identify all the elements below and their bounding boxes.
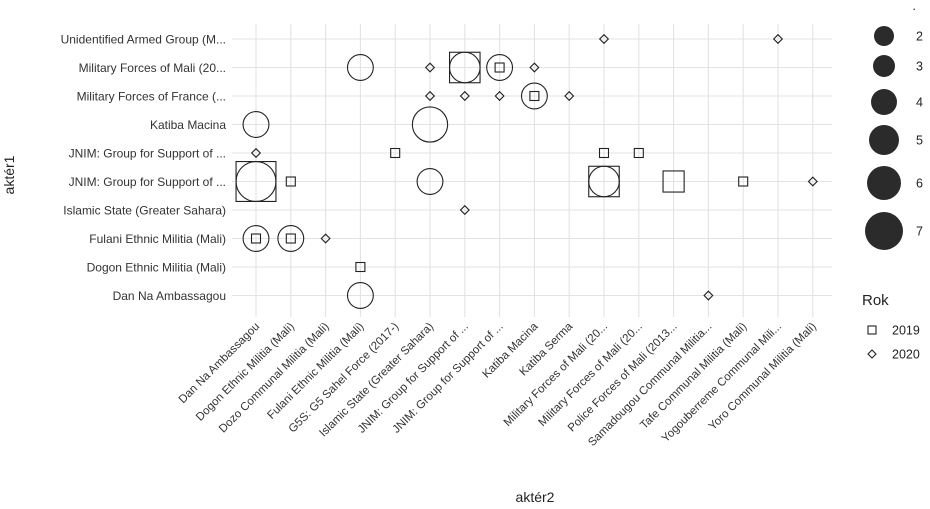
y-tick-label: Dogon Ethnic Militia (Mali)	[87, 261, 226, 275]
point-2019	[738, 176, 749, 187]
y-axis-tick-labels: Unidentified Armed Group (M... Military F…	[61, 33, 227, 304]
point-2020	[529, 62, 540, 73]
y-tick-label: Dan Na Ambassagou	[113, 289, 226, 303]
point-2020	[346, 282, 374, 309]
point-2020	[703, 290, 714, 301]
y-axis-title: aktér1	[1, 155, 17, 194]
y-tick-label: Fulani Ethnic Militia (Mali)	[89, 232, 226, 246]
x-axis-title: aktér2	[516, 489, 555, 505]
y-tick-label: Unidentified Armed Group (M...	[61, 33, 226, 47]
size-legend-label: 2	[916, 30, 923, 44]
point-2019	[494, 62, 505, 73]
point-2019	[285, 176, 296, 187]
shape-legend: Rok 2019 2020	[862, 292, 920, 362]
y-tick-label: JNIM: Group for Support of ...	[69, 175, 226, 189]
point-2019	[250, 233, 262, 244]
point-2020	[459, 204, 470, 216]
size-legend-label: 5	[916, 134, 923, 148]
point-2020	[772, 33, 784, 45]
size-legend-key	[867, 166, 901, 200]
point-2020	[320, 233, 331, 244]
point-2020	[588, 165, 620, 198]
point-2020	[807, 176, 818, 187]
size-legend-key	[874, 26, 894, 46]
point-2020	[448, 51, 481, 84]
point-2020	[459, 90, 470, 102]
shape-legend-key	[867, 325, 877, 335]
point-2019	[598, 147, 610, 159]
size-legend-title: .	[913, 0, 916, 13]
point-2020	[494, 90, 505, 102]
point-2019	[529, 90, 540, 102]
y-tick-label: Military Forces of Mali (20...	[79, 61, 226, 75]
point-2020	[242, 111, 270, 138]
point-2020	[424, 90, 436, 102]
size-legend-key	[869, 125, 899, 155]
point-2020	[411, 106, 449, 143]
size-legend-label: 3	[916, 60, 923, 74]
point-2019	[662, 170, 685, 193]
shape-legend-label: 2020	[892, 348, 920, 362]
size-legend-label: 4	[916, 96, 923, 110]
plot-marks	[235, 33, 818, 309]
point-2020	[486, 54, 514, 81]
point-2020	[277, 225, 305, 252]
point-2020	[424, 62, 436, 73]
point-2020	[564, 90, 575, 102]
y-tick-label: Military Forces of France (...	[77, 90, 226, 104]
point-2020	[598, 33, 610, 45]
shape-legend-key	[867, 349, 877, 359]
size-legend-key	[873, 55, 895, 77]
point-2020	[250, 147, 262, 159]
y-tick-label: Katiba Macina	[150, 118, 226, 132]
size-legend-label: 7	[916, 225, 923, 239]
point-2020	[242, 225, 270, 252]
shape-legend-title: Rok	[862, 292, 889, 309]
point-2019	[285, 233, 296, 244]
grid-lines	[232, 24, 832, 317]
point-2020	[520, 82, 548, 110]
point-2020	[235, 161, 277, 203]
size-legend-key	[865, 212, 903, 250]
x-tick-label: Samadougou Communal Militia...	[586, 321, 714, 449]
size-legend: . 2 3 4 5 6 7	[865, 0, 923, 250]
y-tick-label: JNIM: Group for Support of ...	[69, 147, 226, 161]
size-legend-label: 6	[916, 177, 923, 191]
point-2019	[633, 147, 644, 159]
point-2019	[390, 147, 401, 159]
point-2020	[416, 168, 444, 195]
size-legend-key	[871, 89, 897, 115]
shape-legend-label: 2019	[892, 324, 920, 338]
point-2020	[346, 54, 374, 81]
y-tick-label: Islamic State (Greater Sahara)	[63, 204, 226, 218]
point-2019	[355, 261, 366, 273]
